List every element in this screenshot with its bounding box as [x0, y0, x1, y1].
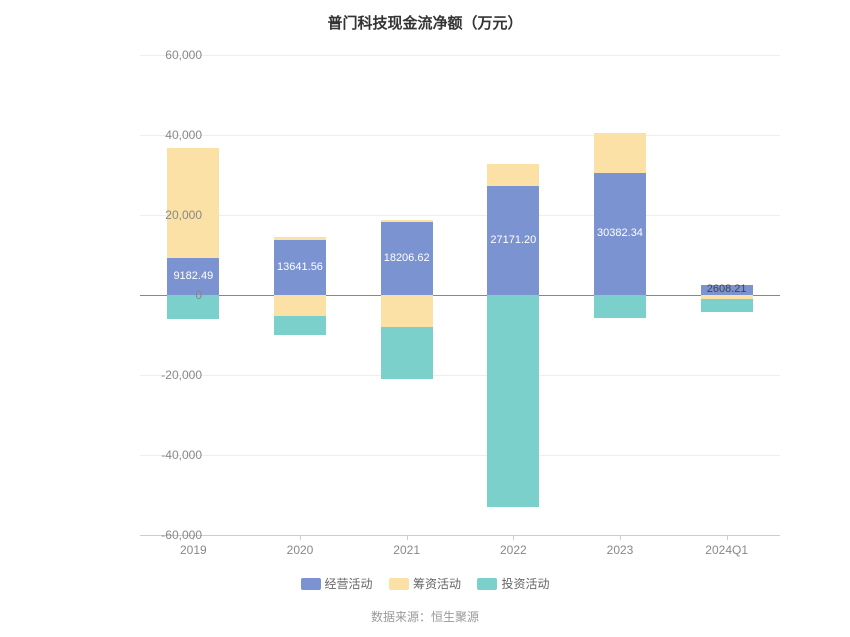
- x-axis-label: 2022: [500, 543, 527, 557]
- x-axis-label: 2021: [393, 543, 420, 557]
- y-axis-label: 60,000: [152, 48, 202, 62]
- gridline: [140, 55, 780, 56]
- legend-label-operating: 经营活动: [325, 575, 373, 592]
- legend-item-operating: 经营活动: [301, 575, 373, 592]
- x-axis-label: 2024Q1: [705, 543, 748, 557]
- chart-title: 普门科技现金流净额（万元）: [0, 0, 850, 33]
- bar-financing: [167, 148, 219, 258]
- legend-label-financing: 筹资活动: [413, 575, 461, 592]
- bar-financing-neg: [274, 295, 326, 316]
- bar-investing: [381, 327, 433, 379]
- bar-investing: [274, 316, 326, 335]
- x-tick: [300, 535, 301, 540]
- bar-value-label: 30382.34: [594, 227, 646, 239]
- y-axis-label: -20,000: [152, 368, 202, 382]
- data-source: 数据来源：恒生聚源: [0, 608, 850, 625]
- x-axis-label: 2023: [607, 543, 634, 557]
- legend-label-investing: 投资活动: [501, 575, 549, 592]
- bar-value-label: 13641.56: [274, 261, 326, 273]
- legend-swatch-operating: [301, 578, 321, 590]
- bar-value-label: 18206.62: [381, 252, 433, 264]
- bar-investing: [487, 295, 539, 507]
- y-axis-label: -60,000: [152, 528, 202, 542]
- bar-value-label: 27171.20: [487, 234, 539, 246]
- legend-swatch-investing: [477, 578, 497, 590]
- plot-area: 9182.49 13641.56 18206.62 27171.20 30382.34 2…: [140, 55, 780, 535]
- gridline: [140, 375, 780, 376]
- y-axis-label: 20,000: [152, 208, 202, 222]
- bar-financing: [594, 133, 646, 174]
- x-tick: [513, 535, 514, 540]
- bar-financing-neg: [381, 295, 433, 327]
- gridline: [140, 135, 780, 136]
- legend: 经营活动 筹资活动 投资活动: [0, 575, 850, 595]
- gridline: [140, 215, 780, 216]
- legend-item-financing: 筹资活动: [389, 575, 461, 592]
- x-axis-label: 2020: [287, 543, 314, 557]
- bar-value-label: 9182.49: [167, 270, 219, 282]
- legend-item-investing: 投资活动: [477, 575, 549, 592]
- bar-investing: [594, 295, 646, 318]
- x-baseline: [140, 535, 780, 536]
- chart-container: 普门科技现金流净额（万元） 9182.49 13641.56 18206.62 271…: [0, 0, 850, 637]
- x-tick: [407, 535, 408, 540]
- x-tick: [727, 535, 728, 540]
- bar-financing: [487, 164, 539, 186]
- x-axis-label: 2019: [180, 543, 207, 557]
- legend-swatch-financing: [389, 578, 409, 590]
- gridline: [140, 455, 780, 456]
- y-axis-label: -40,000: [152, 448, 202, 462]
- y-axis-label: 0: [152, 288, 202, 302]
- bar-financing: [274, 237, 326, 241]
- bar-investing: [701, 299, 753, 312]
- bar-value-label: 2608.21: [701, 283, 753, 295]
- bar-financing: [381, 220, 433, 222]
- x-tick: [620, 535, 621, 540]
- y-axis-label: 40,000: [152, 128, 202, 142]
- gridline: [140, 295, 780, 296]
